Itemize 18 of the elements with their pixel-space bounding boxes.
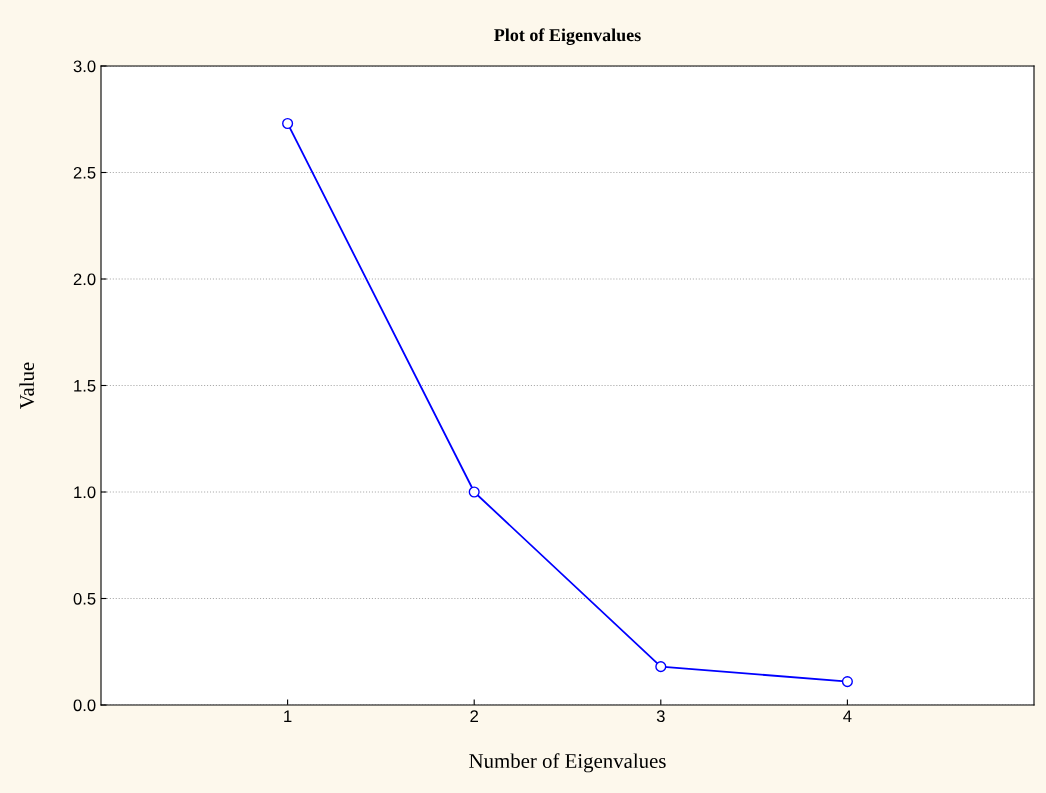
y-tick-label: 0.0 <box>73 699 96 712</box>
y-tick-label: 2.0 <box>73 273 96 286</box>
y-axis-title: Value <box>19 362 35 409</box>
x-tick-label: 3 <box>656 710 665 723</box>
y-tick-label: 0.5 <box>73 592 96 605</box>
point <box>468 486 480 498</box>
chart-title: Plot of Eigenvalues <box>494 28 641 45</box>
point <box>282 117 294 130</box>
x-tick-label: 2 <box>470 710 478 722</box>
y-tick-label: 2.5 <box>73 166 96 179</box>
y-tick-label: 1.5 <box>74 380 96 392</box>
point <box>655 661 667 673</box>
x-tick-label: 4 <box>843 710 852 722</box>
y-tick-label: 1.0 <box>74 486 96 499</box>
x-tick-label: 1 <box>284 710 292 722</box>
x-axis-title: Number of Eigenvalues <box>469 753 666 773</box>
point <box>841 676 853 688</box>
y-tick-label: 3.0 <box>73 60 96 73</box>
